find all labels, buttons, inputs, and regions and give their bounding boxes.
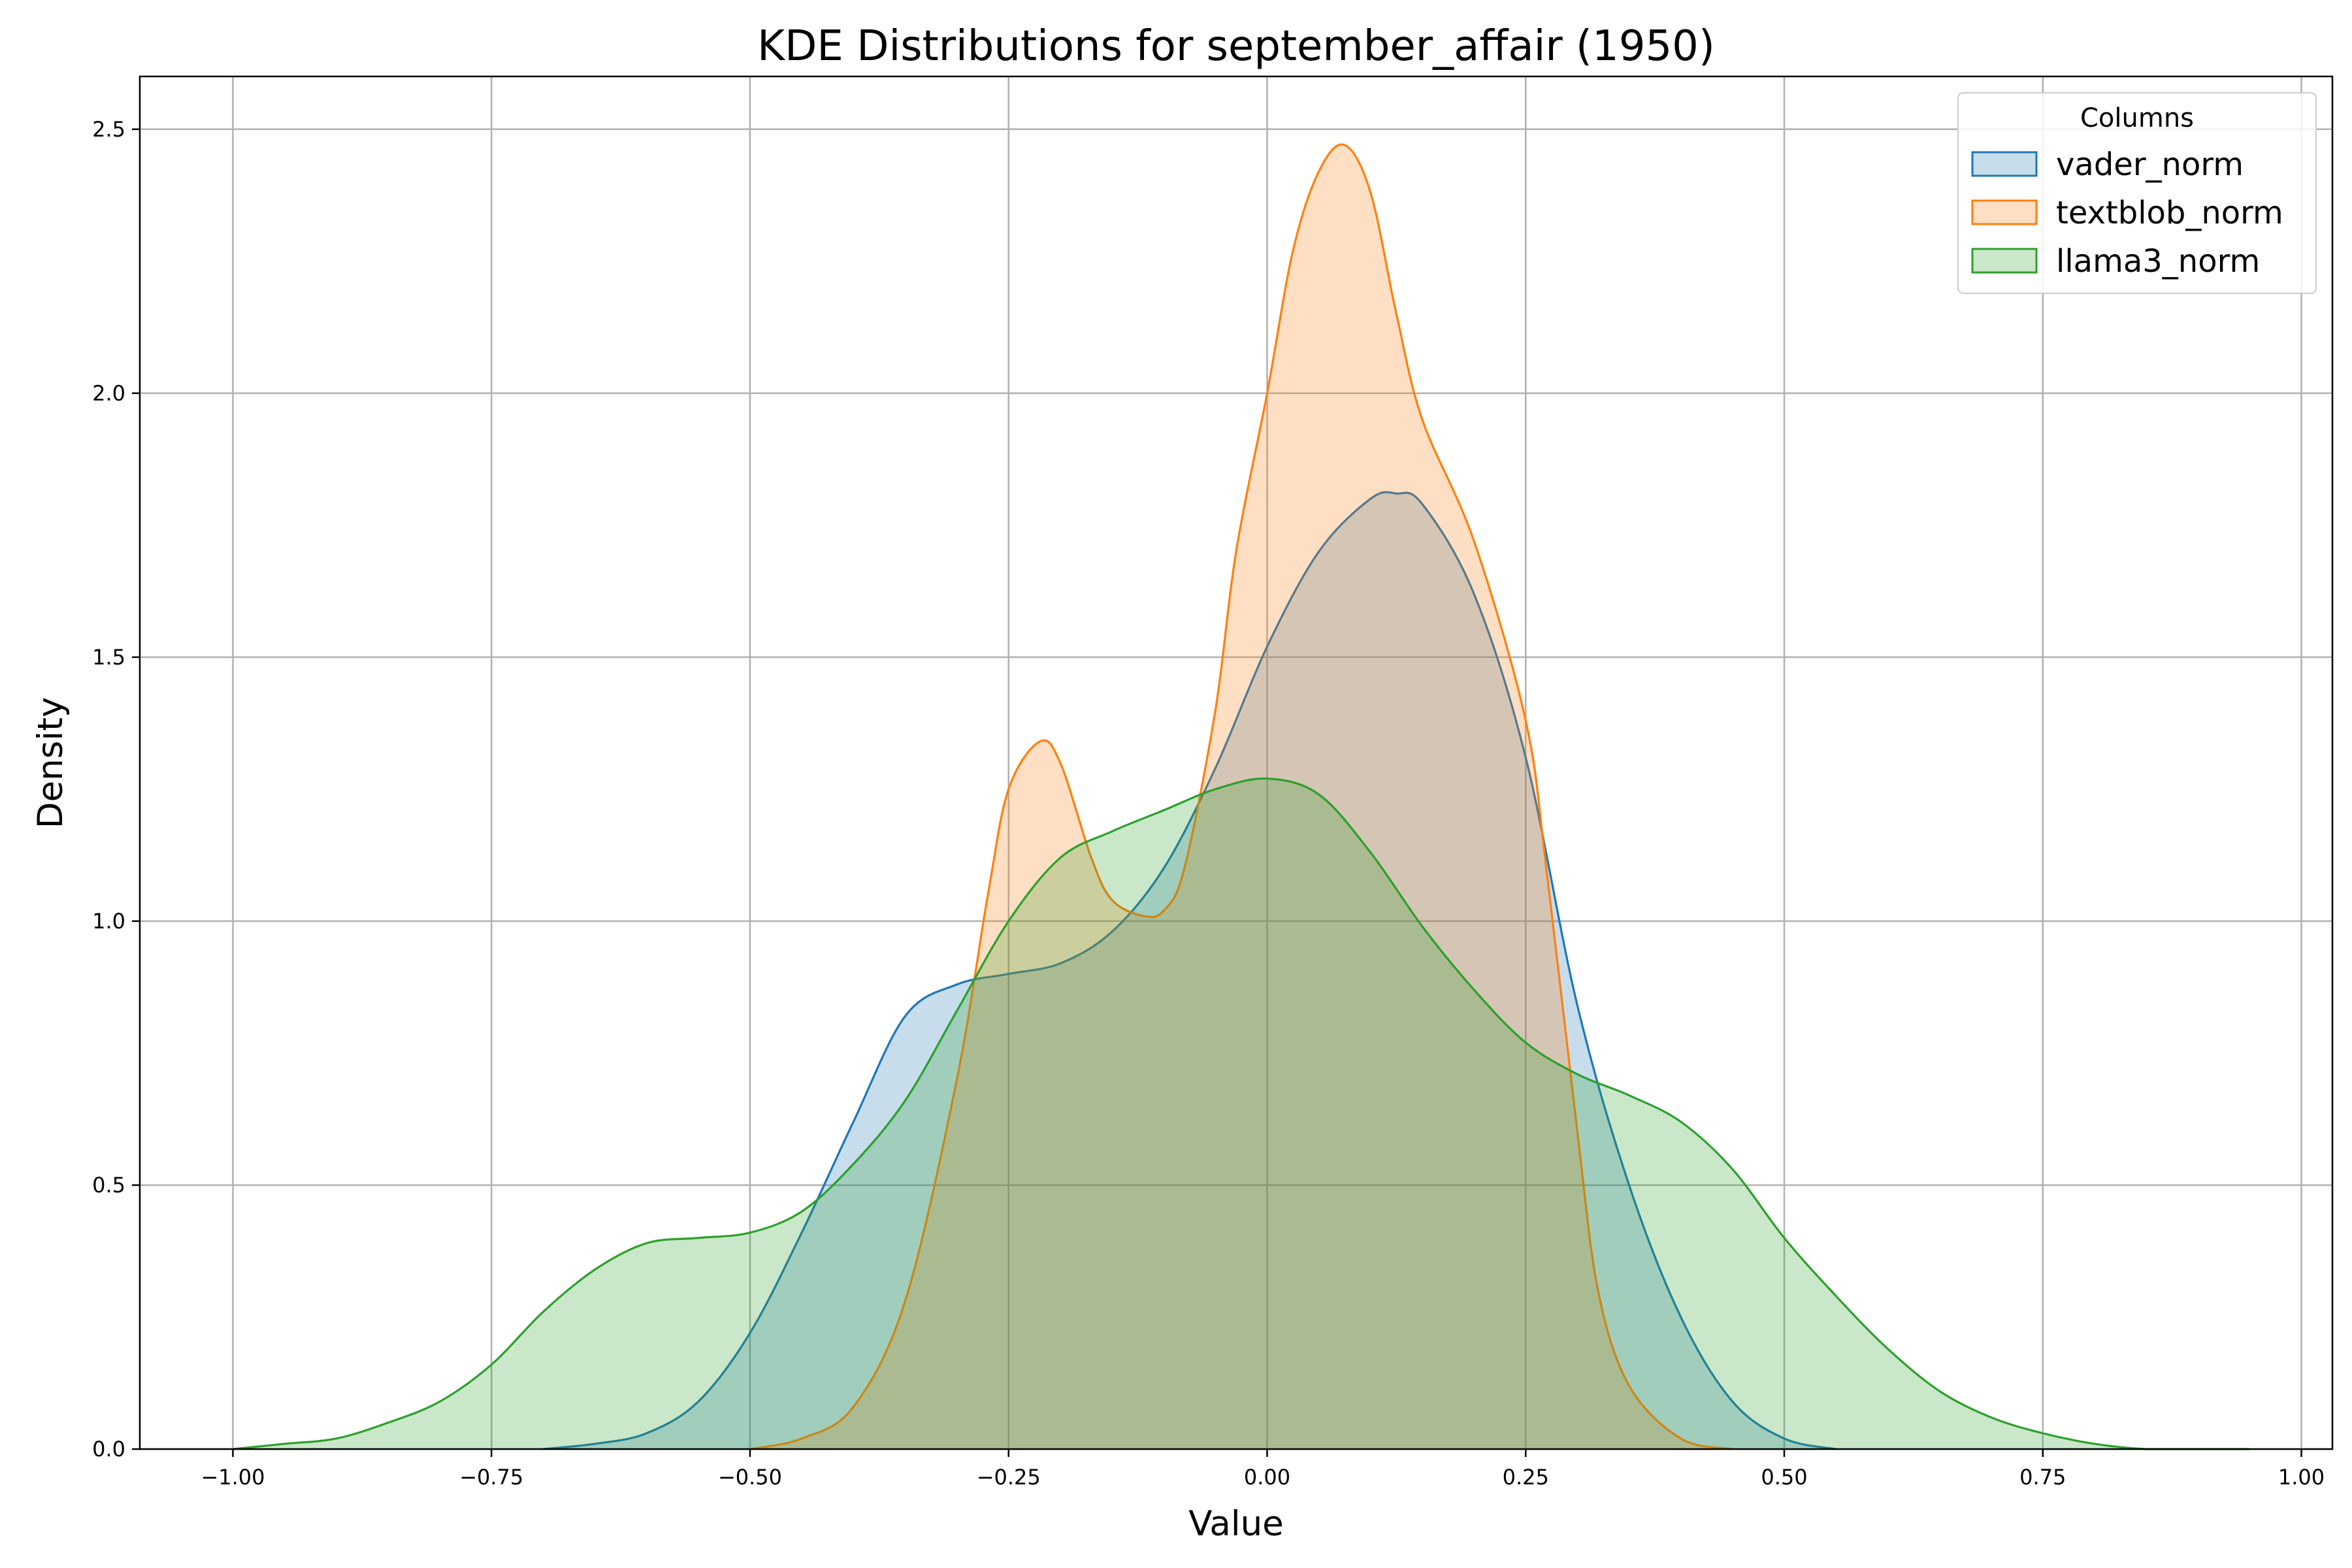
- series-areas: [233, 143, 2250, 1450]
- x-tick-label: 1.00: [2278, 1465, 2325, 1490]
- y-tick-label: 0.5: [92, 1173, 125, 1198]
- area-textblob_norm: [749, 144, 1733, 1450]
- legend-label-textblob_norm: textblob_norm: [2056, 195, 2283, 231]
- y-tick-label: 2.0: [92, 381, 125, 406]
- legend-swatch-vader_norm: [1971, 151, 2038, 177]
- y-axis-title: Density: [31, 697, 71, 829]
- axis-ticks: −1.00 −0.75 −0.50 −0.25 0.00 0.25 0.50 0.75 1.00…: [92, 117, 2325, 1490]
- x-tick-label: 0.25: [1503, 1465, 1549, 1490]
- legend-box: [1957, 92, 2317, 294]
- y-tick-label: 1.0: [92, 909, 125, 934]
- legend-items: vader_norm textblob_norm llama3_norm: [1971, 146, 2283, 280]
- x-tick-label: 0.50: [1761, 1465, 1807, 1490]
- legend-swatch-textblob_norm: [1971, 199, 2038, 225]
- legend-label-vader_norm: vader_norm: [2056, 146, 2244, 183]
- legend-label-llama3_norm: llama3_norm: [2056, 243, 2260, 280]
- chart-title: KDE Distributions for september_affair (…: [757, 22, 1715, 71]
- x-tick-label: −1.00: [201, 1465, 265, 1490]
- area-vader_norm: [543, 492, 1837, 1449]
- x-tick-label: −0.75: [459, 1465, 523, 1490]
- y-tick-label: 1.5: [92, 645, 125, 670]
- x-axis-title: Value: [1188, 1504, 1284, 1544]
- legend: Columns vader_norm textblob_norm llama3_no…: [1957, 92, 2317, 294]
- legend-swatch-llama3_norm: [1971, 248, 2038, 274]
- line-vader_norm: [543, 491, 1837, 1450]
- x-tick-label: −0.25: [977, 1465, 1041, 1490]
- x-tick-label: 0.00: [1244, 1465, 1290, 1490]
- plot-frame: [139, 75, 2334, 1450]
- legend-title: Columns: [2080, 103, 2194, 133]
- y-tick-label: 0.0: [92, 1437, 125, 1462]
- line-textblob_norm: [749, 143, 1733, 1450]
- y-tick-label: 2.5: [92, 117, 125, 142]
- line-llama3_norm: [233, 777, 2250, 1450]
- x-tick-label: 0.75: [2019, 1465, 2066, 1490]
- x-tick-label: −0.50: [718, 1465, 782, 1490]
- area-llama3_norm: [233, 778, 2250, 1449]
